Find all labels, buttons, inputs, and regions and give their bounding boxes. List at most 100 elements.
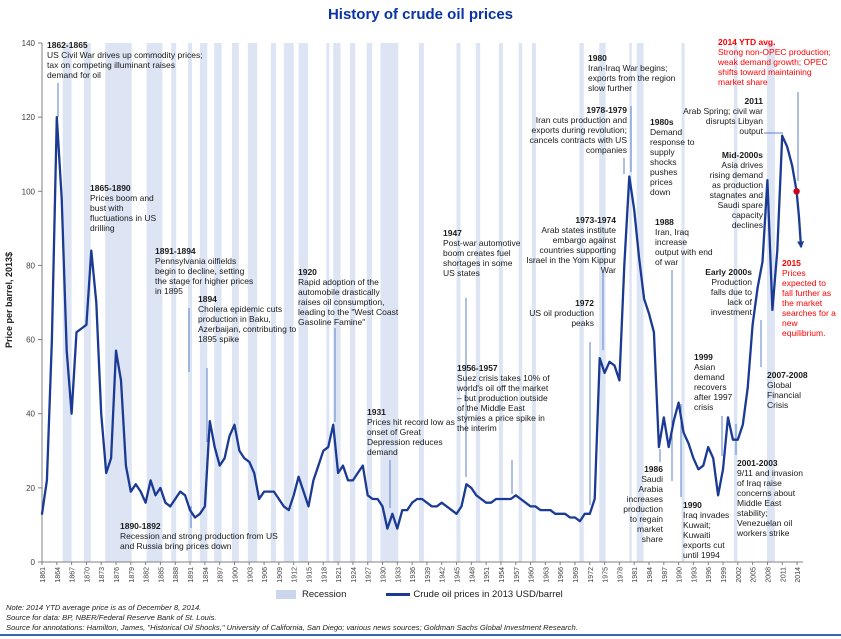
x-tick-label: 1909 xyxy=(277,567,284,583)
footnote-source-data: Source for data: BP, NBER/Federal Reserv… xyxy=(6,613,217,622)
x-tick-label: 1882 xyxy=(144,567,151,583)
x-tick-label: 1888 xyxy=(173,567,180,583)
x-tick-label: 1879 xyxy=(129,567,136,583)
chart-legend: Recession Crude oil prices in 2013 USD/b… xyxy=(276,589,563,600)
recession-band xyxy=(188,43,192,562)
x-tick-label: 1891 xyxy=(188,567,195,583)
recession-band xyxy=(232,43,239,562)
y-axis-title: Price per barrel, 2013$ xyxy=(4,252,14,348)
footnotes: Note: 2014 YTD average price is as of De… xyxy=(6,603,578,633)
recession-band xyxy=(733,43,738,562)
x-tick-label: 1990 xyxy=(677,567,684,583)
x-tick-label: 1939 xyxy=(425,567,432,583)
recession-band xyxy=(326,43,330,562)
series-legend-label: Crude oil prices in 2013 USD/barrel xyxy=(413,589,563,600)
y-tick-label: 80 xyxy=(26,261,35,270)
x-tick-label: 2014 xyxy=(795,567,802,583)
y-tick-label: 60 xyxy=(26,336,35,345)
ytd-avg-marker xyxy=(793,188,800,195)
bottom-rule xyxy=(0,634,841,636)
recession-band xyxy=(380,43,399,562)
recession-band xyxy=(629,43,632,562)
x-tick-label: 1942 xyxy=(440,567,447,583)
x-tick-label: 1957 xyxy=(514,567,521,583)
recession-band xyxy=(767,43,775,562)
recession-band xyxy=(271,43,276,562)
x-tick-label: 1969 xyxy=(573,567,580,583)
x-tick-label: 1876 xyxy=(114,567,121,583)
x-tick-label: 1954 xyxy=(499,567,506,583)
x-tick-label: 1972 xyxy=(588,567,595,583)
x-tick-label: 1861 xyxy=(40,567,47,583)
x-tick-label: 1993 xyxy=(691,567,698,583)
footnote-note: Note: 2014 YTD average price is as of De… xyxy=(6,603,202,612)
x-tick-label: 1966 xyxy=(558,567,565,583)
x-tick-label: 1945 xyxy=(455,567,462,583)
y-tick-label: 0 xyxy=(31,558,36,567)
recession-band xyxy=(146,43,163,562)
recession-band xyxy=(298,43,308,562)
recession-legend-label: Recession xyxy=(302,589,347,600)
recession-band xyxy=(599,43,606,562)
x-tick-label: 1915 xyxy=(306,567,313,583)
recession-band xyxy=(456,43,461,562)
x-tick-label: 1873 xyxy=(99,567,106,583)
recession-band xyxy=(681,43,685,562)
x-tick-label: 1924 xyxy=(351,567,358,583)
recession-band xyxy=(366,43,373,562)
recession-swatch xyxy=(276,590,296,599)
recession-band xyxy=(518,43,523,562)
footnote-source-annotations: Source for annotations: Hamilton, James,… xyxy=(6,623,578,632)
x-tick-label: 2002 xyxy=(736,567,743,583)
x-tick-label: 2008 xyxy=(765,567,772,583)
x-tick-label: 1900 xyxy=(232,567,239,583)
series-line-swatch xyxy=(386,593,411,596)
price-line xyxy=(40,116,794,530)
x-tick-label: 1984 xyxy=(647,567,654,583)
y-tick-label: 100 xyxy=(22,187,36,196)
x-tick-label: 1963 xyxy=(543,567,550,583)
recession-band xyxy=(349,43,356,562)
recession-band xyxy=(199,43,208,562)
x-tick-label: 1975 xyxy=(603,567,610,583)
x-tick-label: 1885 xyxy=(158,567,165,583)
recession-band xyxy=(532,43,536,562)
x-tick-label: 1870 xyxy=(84,567,91,583)
recession-band xyxy=(333,43,341,562)
x-tick-label: 1906 xyxy=(262,567,269,583)
x-tick-label: 1981 xyxy=(632,567,639,583)
x-tick-label: 1951 xyxy=(484,567,491,583)
recession-band xyxy=(247,43,258,562)
x-tick-label: 1921 xyxy=(336,567,343,583)
x-tick-label: 1999 xyxy=(721,567,728,583)
page-title: History of crude oil prices xyxy=(327,6,514,23)
x-tick-label: 1912 xyxy=(292,567,299,583)
x-tick-label: 1987 xyxy=(662,567,669,583)
recession-band xyxy=(214,43,222,562)
recession-band xyxy=(62,43,72,562)
recession-band xyxy=(283,43,294,562)
recession-band xyxy=(579,43,584,562)
recession-band xyxy=(499,43,503,562)
x-tick-label: 1918 xyxy=(321,567,328,583)
x-tick-label: 1864 xyxy=(55,567,62,583)
recession-band xyxy=(171,43,177,562)
x-tick-label: 1948 xyxy=(469,567,476,583)
x-tick-label: 1930 xyxy=(381,567,388,583)
x-tick-label: 1978 xyxy=(617,567,624,583)
x-tick-label: 1897 xyxy=(218,567,225,583)
y-tick-label: 120 xyxy=(22,113,36,122)
x-tick-label: 1927 xyxy=(366,567,373,583)
y-tick-label: 20 xyxy=(26,484,35,493)
x-tick-label: 1960 xyxy=(529,567,536,583)
x-tick-label: 1903 xyxy=(247,567,254,583)
recession-band xyxy=(419,43,424,562)
x-tick-label: 2005 xyxy=(751,567,758,583)
y-tick-label: 140 xyxy=(22,39,36,48)
x-tick-label: 1996 xyxy=(706,567,713,583)
projection-line xyxy=(790,165,805,249)
x-tick-label: 1933 xyxy=(395,567,402,583)
x-tick-label: 1894 xyxy=(203,567,210,583)
